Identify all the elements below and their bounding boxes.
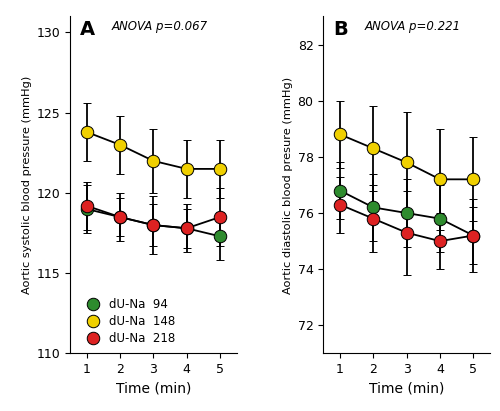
Y-axis label: Aortic diastolic blood presure (mmHg): Aortic diastolic blood presure (mmHg) [284, 76, 294, 293]
Text: ANOVA p=0.221: ANOVA p=0.221 [365, 20, 461, 33]
Text: B: B [334, 20, 348, 39]
Y-axis label: Aortic systolic blood pressure (mmHg): Aortic systolic blood pressure (mmHg) [22, 76, 32, 294]
Text: A: A [80, 20, 95, 39]
X-axis label: Time (min): Time (min) [116, 382, 191, 396]
Legend: dU-Na  94, dU-Na  148, dU-Na  218: dU-Na 94, dU-Na 148, dU-Na 218 [79, 296, 178, 348]
X-axis label: Time (min): Time (min) [369, 382, 444, 396]
Text: ANOVA p=0.067: ANOVA p=0.067 [112, 20, 208, 33]
